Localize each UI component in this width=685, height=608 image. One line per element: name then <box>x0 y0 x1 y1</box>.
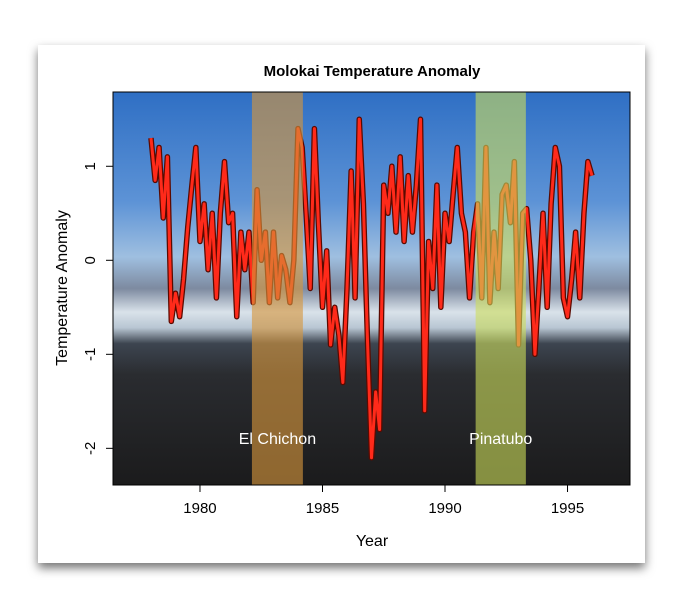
y-tick-label: -1 <box>82 348 99 361</box>
x-tick-label: 1995 <box>551 500 584 517</box>
event-label: Pinatubo <box>469 431 532 448</box>
plot-frame <box>112 91 631 486</box>
x-tick-label: 1990 <box>428 500 461 517</box>
y-tick-label: -2 <box>82 442 99 455</box>
chart-title: Molokai Temperature Anomaly <box>264 63 481 80</box>
x-axis-label: Year <box>356 533 389 550</box>
plot-area: El Chichon Pinatubo 1980 1985 1990 1995 -2 -1 0 1 <box>82 91 631 517</box>
event-band <box>251 92 303 485</box>
y-tick-label: 1 <box>82 162 99 170</box>
event-band <box>475 92 526 485</box>
y-axis-label: Temperature Anomaly <box>54 210 71 366</box>
x-tick-label: 1980 <box>183 500 216 517</box>
event-label: El Chichon <box>239 431 316 448</box>
y-tick-label: 0 <box>82 256 99 264</box>
x-tick-label: 1985 <box>306 500 339 517</box>
